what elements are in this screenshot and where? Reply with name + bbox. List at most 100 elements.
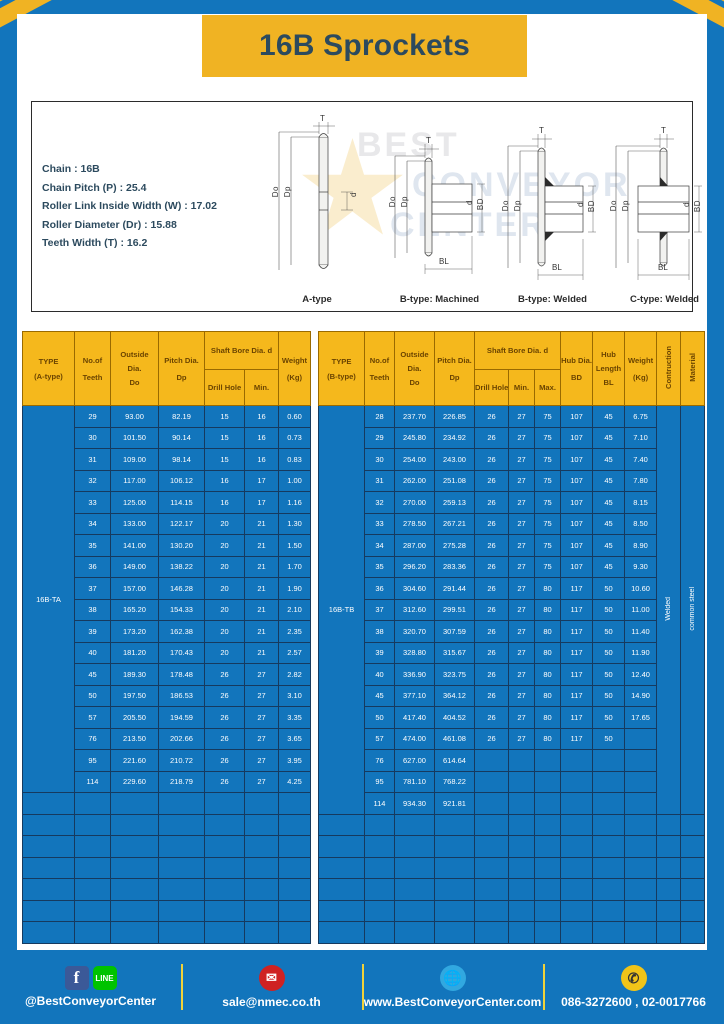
table-cell: 7.40 [624, 448, 658, 471]
th-weight-b: Weight (Kg) [624, 331, 658, 406]
table-cell: 34 [74, 512, 111, 535]
dim-do-b2: Do [501, 200, 510, 212]
dim-t-c: T [661, 126, 666, 135]
table-cell: 26 [474, 577, 509, 600]
table-cell: 16 [244, 448, 279, 471]
table-cell: 614.64 [434, 749, 475, 772]
table-cell: 165.20 [110, 598, 159, 621]
th-bore-group: Shaft Bore Dia. d [204, 331, 279, 370]
footer-email[interactable]: ✉ sale@nmec.co.th [181, 950, 362, 1024]
table-cell-empty [592, 813, 626, 836]
table-cell: 245.80 [394, 426, 435, 449]
table-cell: 26 [474, 448, 509, 471]
table-cell: 45 [592, 555, 626, 578]
table-cell: 20 [204, 641, 245, 664]
table-cell-empty [434, 878, 475, 901]
table-cell-empty [204, 813, 245, 836]
th-hubl-2: Length [595, 364, 622, 373]
table-cell: 28 [364, 405, 395, 428]
table-row: 31 262.00 251.08 26 27 75 107 45 7.80 [319, 469, 705, 492]
th-type: TYPE (A-type) [22, 331, 75, 406]
table-cell-empty [158, 835, 205, 858]
table-row-empty [22, 835, 311, 858]
figure-c-welded-drawing [615, 134, 702, 280]
table-cell: 377.10 [394, 684, 435, 707]
table-row-empty [318, 813, 706, 836]
table-cell: 146.28 [158, 577, 205, 600]
table-cell-empty [244, 813, 279, 836]
facebook-icon[interactable]: f [64, 966, 89, 990]
table-cell: 50 [592, 598, 626, 621]
table-row: 114 229.60 218.79 26 27 4.25 [23, 770, 311, 793]
table-cell: 312.60 [394, 598, 435, 621]
th-hubl-1: Hub [601, 350, 616, 359]
table-cell-empty [533, 835, 562, 858]
table-cell: 27 [508, 641, 535, 664]
table-row: 32 117.00 106.12 16 17 1.00 [23, 469, 311, 492]
table-cell-empty [533, 813, 562, 836]
table-cell-empty [592, 899, 626, 922]
th-type-b-label: TYPE [331, 356, 352, 366]
table-cell-empty [158, 792, 205, 815]
phone-icon[interactable]: ✆ [620, 965, 647, 991]
table-cell: 117.00 [110, 469, 159, 492]
table-cell: 107 [560, 405, 594, 428]
table-cell: 107 [560, 491, 594, 514]
table-cell: 37 [364, 598, 395, 621]
table-cell: 101.50 [110, 426, 159, 449]
table-cell-empty [680, 856, 706, 879]
th-weight-b-1: Weight [627, 355, 654, 365]
footer-website[interactable]: 🌐 www.BestConveyorCenter.com [362, 950, 543, 1024]
footer-phone[interactable]: ✆ 086-3272600 , 02-0017766 [543, 950, 724, 1024]
table-cell: 27 [508, 426, 535, 449]
page-title: 16B Sprockets [258, 29, 471, 62]
table-cell: 8.15 [624, 491, 658, 514]
left-table-body: 16B-TA 29 93.00 82.19 15 16 0.60 30 101.50 90.14 1… [22, 405, 311, 944]
table-cell: 781.10 [394, 770, 435, 793]
table-cell: 404.52 [434, 706, 475, 729]
right-table-body: 16B-TB 28 237.70 226.85 26 27 75 107 45 6.75 Welde… [318, 405, 706, 944]
table-cell: 32 [364, 491, 395, 514]
table-cell: 226.85 [434, 405, 475, 428]
table-cell: 90.14 [158, 426, 205, 449]
table-cell-empty [22, 835, 75, 858]
table-cell-empty [364, 835, 395, 858]
th-od-b-2: Dia. [407, 364, 422, 373]
figure-b-machined-caption: B-type: Machined [399, 294, 480, 305]
table-cell: 75 [533, 469, 562, 492]
th-pd-b-2: Dp [449, 372, 460, 382]
th-outside-dia: Outside Dia. Do [110, 331, 159, 406]
table-cell: 2.82 [278, 663, 311, 686]
footer-social[interactable]: f LINE @BestConveyorCenter [0, 950, 181, 1024]
table-cell: 20 [204, 555, 245, 578]
mail-icon[interactable]: ✉ [258, 965, 285, 991]
table-cell: 229.60 [110, 770, 159, 793]
table-cell-empty [158, 813, 205, 836]
table-cell [508, 749, 535, 772]
table-cell: 627.00 [394, 749, 435, 772]
line-icon[interactable]: LINE [92, 966, 117, 990]
table-cell: 16 [204, 491, 245, 514]
table-cell-empty [74, 813, 111, 836]
table-cell [533, 770, 562, 793]
table-cell: 27 [508, 534, 535, 557]
table-cell-empty [158, 878, 205, 901]
table-cell: 17.65 [624, 706, 658, 729]
table-cell-empty [474, 899, 509, 922]
th-drill-hole-b: Drill Hole [474, 369, 509, 406]
table-cell-empty [592, 878, 626, 901]
table-cell: 11.00 [624, 598, 658, 621]
table-cell: 234.92 [434, 426, 475, 449]
table-cell: 80 [533, 577, 562, 600]
table-cell: 35 [364, 555, 395, 578]
table-row: 50 417.40 404.52 26 27 80 117 50 17.65 [319, 706, 705, 729]
globe-icon[interactable]: 🌐 [439, 965, 466, 991]
table-cell: 27 [508, 491, 535, 514]
table-row-empty [318, 878, 706, 901]
table-cell: 45 [364, 684, 395, 707]
table-cell-empty [560, 899, 594, 922]
table-cell: 27 [244, 770, 279, 793]
spec-chain-pitch: Chain Pitch (P) : 25.4 [42, 181, 147, 194]
table-cell-empty [364, 878, 395, 901]
table-cell-empty [364, 813, 395, 836]
